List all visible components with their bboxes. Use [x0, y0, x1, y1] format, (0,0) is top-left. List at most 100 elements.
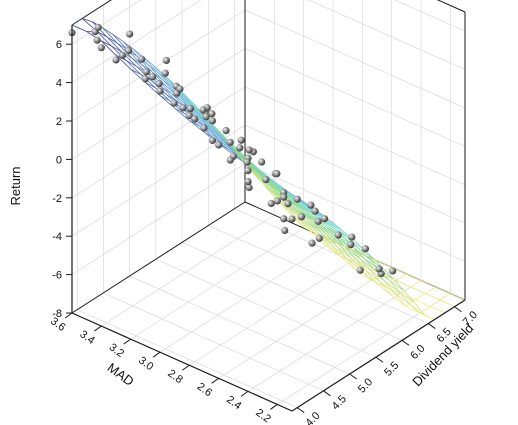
data-point [149, 73, 157, 81]
surface-segment [439, 293, 451, 301]
surface-segment [320, 224, 336, 237]
z-tick-label: -4 [52, 231, 62, 243]
surface-segment [425, 293, 441, 301]
x-tick-label: 2.8 [165, 367, 184, 386]
surface-segment [106, 36, 122, 53]
surface-segment [209, 131, 225, 145]
surface-segment [206, 122, 222, 137]
data-point [375, 265, 383, 273]
data-point [222, 126, 230, 135]
surface-segment [142, 56, 159, 73]
x-tick [152, 351, 161, 358]
data-point [236, 144, 244, 152]
surface-segment [101, 40, 117, 56]
grid-line [307, 0, 466, 70]
data-point [200, 124, 208, 132]
y-tick [428, 323, 436, 329]
x-tick [64, 312, 73, 319]
data-point [226, 156, 234, 164]
data-point [142, 68, 150, 76]
surface-segment [102, 27, 113, 35]
data-point [311, 207, 319, 215]
x-tick-label: 2.2 [253, 407, 272, 425]
surface-segment [302, 217, 318, 232]
surface-segment [248, 162, 264, 178]
y-tick [375, 356, 384, 363]
grid-line [218, 267, 392, 379]
data-point [288, 215, 296, 223]
data-point [94, 23, 102, 31]
surface-segment [379, 281, 391, 295]
data-point [315, 234, 323, 242]
y-axis-line [291, 299, 466, 412]
surface-segment [112, 33, 124, 42]
surface-segment [332, 240, 348, 249]
surface-segment [204, 126, 221, 140]
surface-segment [244, 163, 260, 181]
surface-segment [159, 95, 171, 102]
y-tick [401, 339, 410, 346]
grid-line [247, 280, 422, 392]
surface-segment [125, 60, 137, 67]
surface-segment [365, 270, 377, 283]
data-point [293, 195, 301, 203]
surface-segment [267, 180, 283, 195]
surface-segment [403, 290, 415, 303]
y-tick [296, 407, 305, 414]
data-point [162, 56, 170, 65]
data-point [125, 47, 133, 55]
x-tick [182, 364, 190, 371]
surface-segment [71, 18, 83, 26]
surface-segment [214, 126, 230, 144]
data-point [389, 267, 397, 275]
surface-segment [259, 180, 275, 197]
surface-segment [274, 182, 291, 196]
surface-segment [174, 107, 190, 121]
data-point [347, 240, 355, 249]
surface-segment [331, 244, 347, 259]
surface-mesh [71, 18, 466, 320]
frame-edge [436, 0, 466, 13]
y-tick-label: 5.0 [356, 376, 375, 395]
surface-segment [365, 270, 381, 283]
surface-segment [371, 280, 387, 288]
surface-segment [347, 247, 363, 255]
surface-segment [419, 306, 431, 314]
surface-segment [253, 170, 269, 187]
x-tick [94, 325, 102, 332]
grid-line [129, 275, 350, 375]
y-tick [323, 390, 331, 397]
surface-segment [160, 86, 177, 101]
z-axis-title: Return [8, 166, 23, 205]
surface-segment [325, 233, 342, 247]
data-point [262, 175, 270, 184]
z-tick-label: 0 [56, 154, 62, 166]
surface-segment [385, 280, 397, 288]
x-tick-label: 2.4 [224, 394, 243, 413]
surface-segment [410, 286, 426, 294]
surface-segment [336, 245, 352, 259]
data-point [170, 99, 178, 107]
y-tick [349, 373, 357, 380]
surface-segment [345, 246, 361, 259]
surface-segment [389, 280, 405, 291]
data-point [185, 112, 193, 120]
surface-segment [157, 72, 173, 89]
surface-segment [351, 260, 367, 268]
surface-segment [316, 231, 333, 246]
surface-segment [290, 199, 307, 213]
grid-line [244, 163, 466, 262]
surface-segment [101, 40, 112, 47]
grid-line [71, 9, 246, 122]
surface-segment [186, 102, 203, 118]
x-tick [211, 377, 219, 384]
grid-line [244, 9, 466, 109]
surface-segment [200, 120, 216, 134]
surface-segment [116, 42, 133, 59]
surface-segment [364, 258, 375, 270]
data-points [68, 23, 397, 278]
surface-segment [183, 93, 199, 111]
data-point [297, 213, 306, 221]
surface-segment [288, 211, 304, 228]
x-tick-label: 3.6 [48, 315, 67, 334]
